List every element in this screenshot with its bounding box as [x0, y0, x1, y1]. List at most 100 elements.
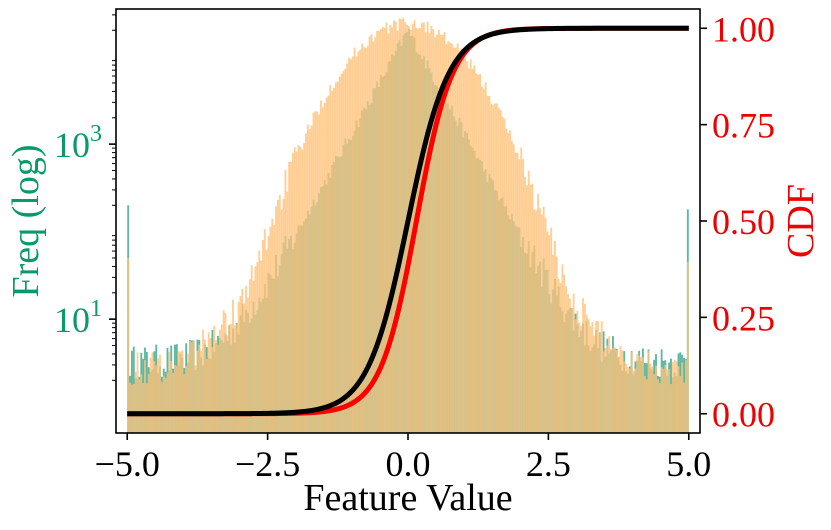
histogram-bar — [503, 118, 506, 433]
histogram-bar — [237, 301, 240, 433]
histogram-bar — [473, 65, 476, 433]
histogram-bar — [501, 116, 504, 433]
histogram-bar — [497, 107, 500, 433]
histogram-bar — [655, 365, 657, 433]
histogram-bar — [363, 47, 365, 433]
histogram-bar — [263, 229, 266, 433]
histogram-bar — [335, 82, 337, 434]
histogram-bar — [310, 125, 313, 434]
histogram-bar — [396, 30, 399, 434]
histogram-bar — [488, 96, 491, 434]
histogram-bar — [402, 17, 405, 434]
histogram-bar — [662, 368, 665, 433]
left-y-axis: 101 103 — [54, 14, 116, 381]
histogram-bar — [269, 226, 272, 433]
histogram-bar — [256, 262, 259, 433]
histogram-bar — [673, 359, 676, 433]
histogram-bar — [419, 27, 422, 433]
x-tick-label: 0.0 — [386, 444, 431, 484]
histogram-bar — [452, 47, 455, 433]
histogram-bar — [198, 344, 201, 433]
histogram-bar — [660, 367, 663, 433]
histogram-bar — [224, 313, 227, 433]
histogram-bar — [606, 345, 609, 433]
histogram-bar — [196, 350, 199, 433]
histogram-bar — [297, 145, 300, 433]
left-tick-label: 101 — [54, 296, 102, 340]
histogram-bar — [540, 214, 543, 433]
histogram-bar — [145, 383, 148, 433]
histogram-bar — [187, 353, 189, 433]
histogram-bar — [301, 149, 304, 433]
histogram-bar — [555, 256, 558, 433]
histogram-bar — [340, 73, 343, 434]
histogram-bar — [484, 82, 487, 433]
histogram-bar — [353, 47, 356, 433]
histogram-bar — [275, 206, 277, 433]
histogram-bar — [653, 374, 656, 433]
histogram-bar — [267, 235, 270, 433]
histogram-bar — [250, 265, 253, 433]
histogram-bar — [306, 124, 309, 434]
histogram-bar — [220, 324, 223, 433]
x-tick-label: 5.0 — [666, 444, 711, 484]
histogram-bar — [613, 347, 616, 433]
histogram-bar — [636, 353, 639, 433]
histogram-bar — [200, 351, 203, 433]
histogram-bar — [454, 47, 457, 433]
histogram-bar — [656, 379, 659, 433]
histogram-bar — [211, 346, 214, 433]
histogram-bar — [172, 372, 175, 433]
histogram-bar — [160, 381, 163, 433]
histogram-bar — [400, 19, 403, 433]
histogram-bar — [222, 310, 225, 433]
histogram-bar — [381, 27, 384, 434]
histogram-bar — [494, 103, 496, 434]
histogram-bar — [640, 356, 642, 433]
histogram-bar — [537, 194, 540, 433]
histogram-bar — [583, 303, 586, 433]
histogram-bar — [359, 49, 362, 434]
histogram-bar — [282, 198, 285, 433]
histogram-bar — [668, 369, 671, 433]
histogram-bar — [181, 350, 184, 433]
histogram-bar — [630, 351, 633, 433]
histogram-bar — [271, 218, 274, 433]
histogram-bar — [305, 133, 307, 433]
histogram-bar — [598, 332, 601, 433]
histogram-bar — [291, 152, 294, 433]
histogram-bar — [308, 129, 311, 433]
histogram-bar — [481, 86, 483, 433]
histogram-bar — [364, 47, 367, 434]
histogram-bar — [623, 361, 626, 433]
histogram-bar — [524, 176, 526, 433]
histogram-bar — [434, 37, 437, 433]
histogram-bar — [217, 344, 219, 433]
histogram-bar — [456, 43, 459, 433]
histogram-bar — [507, 133, 510, 433]
histogram-bar — [428, 32, 431, 434]
histogram-bar — [658, 382, 661, 433]
histogram-bar — [443, 32, 446, 433]
histogram-bar — [321, 107, 324, 433]
histogram-bar — [466, 61, 468, 433]
histogram-bar — [449, 42, 452, 433]
histogram-bar — [591, 322, 594, 433]
left-y-axis-title: Freq (log) — [5, 144, 47, 297]
right-tick-label: 0.75 — [712, 106, 775, 146]
histogram-bar — [608, 336, 611, 433]
histogram-bar — [185, 366, 188, 433]
histogram-bar — [303, 143, 306, 433]
histogram-bar — [580, 325, 583, 433]
histogram-bar — [243, 303, 246, 433]
histogram-bar — [151, 352, 154, 433]
right-tick-label: 1.00 — [712, 9, 775, 49]
histogram-bar — [445, 44, 448, 434]
histogram-bar — [344, 68, 347, 434]
histogram-bar — [516, 152, 519, 433]
histogram-bar — [417, 28, 420, 433]
histogram-bar — [451, 44, 453, 433]
histogram-bar — [323, 102, 326, 433]
histogram-bar — [557, 278, 560, 433]
histogram-bar — [331, 90, 334, 434]
